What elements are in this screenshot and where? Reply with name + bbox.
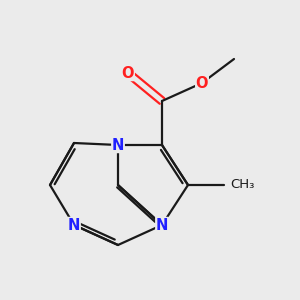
Text: N: N [156,218,168,232]
Text: N: N [112,137,124,152]
Text: O: O [196,76,208,91]
Text: CH₃: CH₃ [230,178,254,191]
Text: N: N [68,218,80,232]
Text: O: O [122,65,134,80]
